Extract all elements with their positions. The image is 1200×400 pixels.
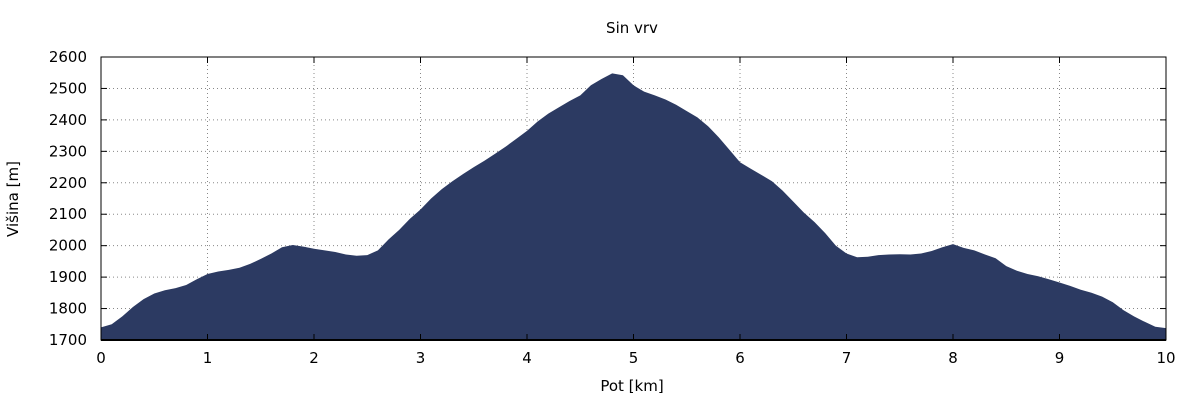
x-tick-label: 10	[1156, 349, 1175, 367]
x-tick-label: 0	[96, 349, 106, 367]
y-tick-label: 1800	[49, 300, 87, 318]
y-tick-label: 2000	[49, 237, 87, 255]
axis-ticks	[100, 56, 1167, 341]
y-tick-label: 1700	[49, 331, 87, 349]
y-tick-label: 2400	[49, 111, 87, 129]
y-tick-label: 2600	[49, 48, 87, 66]
y-axis-label: Višina [m]	[4, 161, 22, 237]
y-tick-labels: 1700 1800 1900 2000 2100 2200 2300 2400 2500 2600	[49, 48, 87, 349]
x-tick-labels: 0 1 2 3 4 5 6 7 8 9 10	[96, 349, 1175, 367]
x-tick-label: 2	[309, 349, 319, 367]
x-tick-label: 5	[629, 349, 639, 367]
x-tick-label: 7	[842, 349, 852, 367]
y-tick-label: 2200	[49, 174, 87, 192]
x-tick-label: 1	[203, 349, 213, 367]
x-tick-label: 3	[416, 349, 426, 367]
x-tick-label: 8	[948, 349, 958, 367]
x-tick-label: 9	[1055, 349, 1065, 367]
y-tick-label: 2500	[49, 79, 87, 97]
x-tick-label: 6	[735, 349, 745, 367]
x-axis-label: Pot [km]	[600, 377, 663, 395]
y-tick-label: 1900	[49, 268, 87, 286]
x-tick-label: 4	[522, 349, 532, 367]
chart-title: Sin vrv	[606, 19, 658, 37]
y-tick-label: 2300	[49, 142, 87, 160]
y-tick-label: 2100	[49, 205, 87, 223]
elevation-area	[101, 73, 1166, 341]
